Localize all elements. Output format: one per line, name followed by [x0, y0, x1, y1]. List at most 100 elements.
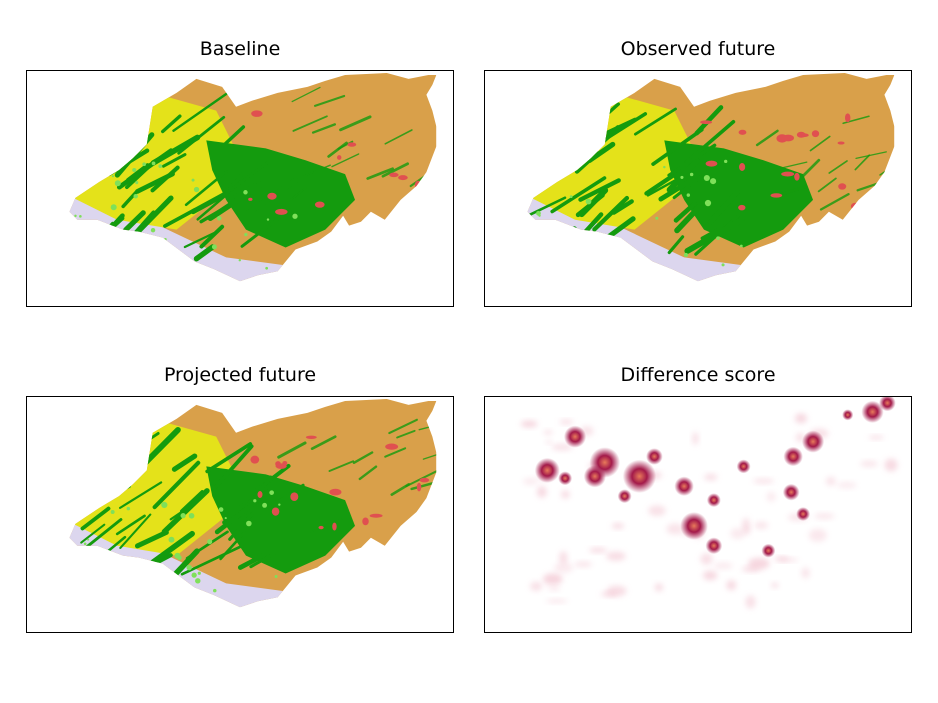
grassland-patch — [80, 546, 83, 549]
high-difference-spot — [674, 476, 694, 496]
grassland-patch — [243, 190, 248, 195]
low-difference-spot — [794, 413, 808, 424]
grassland-patch — [213, 588, 217, 593]
grassland-patch — [79, 215, 82, 218]
high-difference-spot — [761, 543, 776, 558]
high-difference-spot — [801, 430, 825, 453]
grassland-patch — [656, 265, 662, 271]
forest-patch — [875, 200, 895, 211]
grassland-patch — [224, 517, 227, 520]
forest-patch — [179, 490, 204, 513]
grassland-patch — [680, 175, 684, 179]
forest-patch — [644, 164, 689, 196]
forest-patch — [809, 135, 831, 152]
low-difference-spot — [825, 476, 836, 486]
low-difference-spot — [754, 521, 769, 530]
high-difference-spot — [622, 459, 657, 493]
forest-patch — [527, 196, 567, 217]
forest-patch — [121, 189, 139, 209]
grassland-patch — [266, 218, 270, 221]
forest-patch — [388, 418, 418, 435]
land-cover-layer — [69, 72, 437, 282]
urban-patch — [781, 171, 795, 177]
grassland-patch — [710, 178, 717, 185]
urban-patch — [860, 216, 868, 221]
grassland-patch — [716, 236, 720, 241]
grassland-patch — [569, 195, 573, 199]
forest-patch — [184, 170, 228, 207]
high-difference-spot — [879, 397, 896, 412]
forest-patch — [633, 107, 677, 136]
forest-patch — [115, 514, 146, 536]
grassland-patch — [555, 171, 558, 174]
forest-patch — [854, 154, 871, 171]
urban-patch — [290, 492, 299, 502]
forest-patch — [339, 115, 372, 132]
urban-patch — [837, 141, 845, 145]
high-difference-spot — [680, 512, 708, 540]
forest-patch — [108, 139, 137, 157]
urban-patch — [282, 461, 288, 466]
forest-patch — [592, 195, 630, 232]
low-difference-spot — [520, 420, 538, 428]
urban-patch — [414, 180, 421, 190]
forest-patch — [163, 207, 198, 228]
forest-patch — [185, 530, 229, 560]
high-difference-spot — [646, 448, 663, 465]
grassland-patch — [246, 520, 252, 527]
forest-patch — [172, 92, 228, 132]
urban-patch — [369, 513, 383, 518]
high-difference-spot — [705, 537, 723, 555]
grassland-patch — [111, 175, 115, 178]
forest-patch — [92, 221, 115, 246]
forest-patch — [193, 244, 216, 262]
forest-patch — [123, 210, 146, 233]
forest-patch — [658, 176, 696, 202]
urban-patch — [336, 155, 342, 160]
forest-patch — [855, 151, 887, 159]
grassland-patch — [683, 252, 688, 257]
urban-patch — [275, 461, 281, 467]
urban-patch — [248, 197, 253, 201]
low-difference-spot — [868, 435, 884, 440]
low-difference-spot — [589, 547, 607, 553]
forest-patch — [707, 189, 740, 225]
grassland-patch — [554, 224, 558, 228]
low-difference-spot — [704, 473, 718, 481]
high-difference-spot — [534, 457, 560, 483]
low-difference-spot — [553, 562, 574, 573]
urban-patch — [782, 134, 795, 142]
forest-patch — [152, 460, 201, 510]
grassland-patch — [87, 538, 90, 541]
urban-patch — [250, 455, 260, 464]
urban-patch — [257, 491, 263, 499]
grassland-patch — [126, 237, 132, 244]
forest-patch — [310, 435, 337, 450]
low-difference-spot — [884, 458, 898, 472]
high-difference-spot — [617, 489, 632, 504]
grassland-patch — [133, 193, 138, 199]
forest-patch — [134, 529, 169, 549]
urban-patch — [738, 204, 746, 211]
landcover-map — [69, 398, 437, 608]
forest-area — [206, 466, 356, 574]
low-difference-spot — [808, 528, 827, 542]
low-difference-spot — [548, 586, 561, 591]
forest-patch — [390, 483, 411, 496]
grassland-patch — [613, 258, 620, 265]
forest-patch — [410, 481, 436, 491]
low-difference-spot — [713, 562, 733, 570]
grassland-patch — [74, 214, 77, 218]
grassland-patch — [528, 185, 533, 190]
grassland-patch — [619, 241, 624, 245]
grassland-patch — [168, 536, 175, 543]
forest-patch — [530, 140, 556, 157]
forest-patch — [381, 162, 410, 178]
land-cover-layer — [527, 72, 895, 282]
forest-patch — [69, 452, 113, 480]
forest-patch — [313, 94, 346, 107]
urban-patch — [389, 172, 399, 178]
forest-patch — [587, 141, 616, 163]
forest-patch — [205, 442, 253, 474]
forest-patch — [651, 127, 704, 166]
